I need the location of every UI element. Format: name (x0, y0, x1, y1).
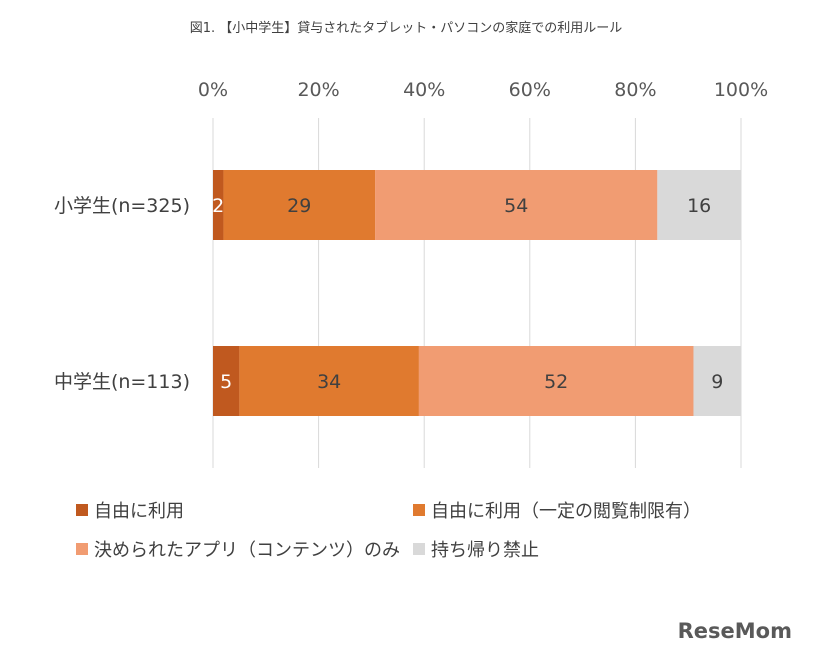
bar-segment (223, 170, 376, 240)
legend-label: 自由に利用 (94, 501, 184, 522)
x-tick-label: 0% (198, 79, 228, 101)
bar-segment (693, 346, 741, 416)
data-label: 54 (504, 195, 528, 217)
x-tick-label: 80% (614, 79, 656, 101)
bar-segment (375, 170, 658, 240)
data-label: 16 (687, 195, 711, 217)
legend: 自由に利用 自由に利用（一定の閲覧制限有） 決められたアプリ（コンテンツ）のみ 持ち帰… (76, 501, 701, 561)
legend-swatch (413, 504, 425, 516)
bar-segment (213, 346, 240, 416)
data-label: 9 (711, 371, 723, 393)
x-tick-label: 60% (509, 79, 551, 101)
x-axis-ticks: 0% 20% 40% 60% 80% 100% (198, 79, 768, 101)
data-label: 29 (287, 195, 311, 217)
chart-title: 図1. 【小中学生】貸与されたタブレット・パソコンの家庭での利用ルール (190, 20, 623, 36)
data-labels: 2 29 54 16 5 34 52 9 (212, 195, 723, 393)
bar-segment (657, 170, 741, 240)
x-tick-label: 40% (403, 79, 445, 101)
legend-label: 持ち帰り禁止 (431, 540, 539, 561)
legend-label: 決められたアプリ（コンテンツ）のみ (94, 540, 400, 561)
data-label: 2 (212, 195, 224, 217)
bar-segment (213, 170, 224, 240)
legend-label: 自由に利用（一定の閲覧制限有） (431, 501, 701, 522)
bar-segment (418, 346, 694, 416)
bar-segment (239, 346, 419, 416)
data-label: 52 (544, 371, 568, 393)
data-label: 34 (317, 371, 341, 393)
legend-swatch (76, 543, 88, 555)
legend-swatch (76, 504, 88, 516)
x-tick-label: 20% (297, 79, 339, 101)
category-label: 中学生(n=113) (54, 371, 190, 393)
category-label: 小学生(n=325) (54, 195, 190, 217)
resemom-watermark: ReseMom (678, 619, 792, 643)
bars (213, 170, 741, 416)
x-tick-label: 100% (714, 79, 768, 101)
legend-swatch (413, 543, 425, 555)
category-labels: 小学生(n=325) 中学生(n=113) (54, 195, 190, 393)
data-label: 5 (220, 371, 232, 393)
